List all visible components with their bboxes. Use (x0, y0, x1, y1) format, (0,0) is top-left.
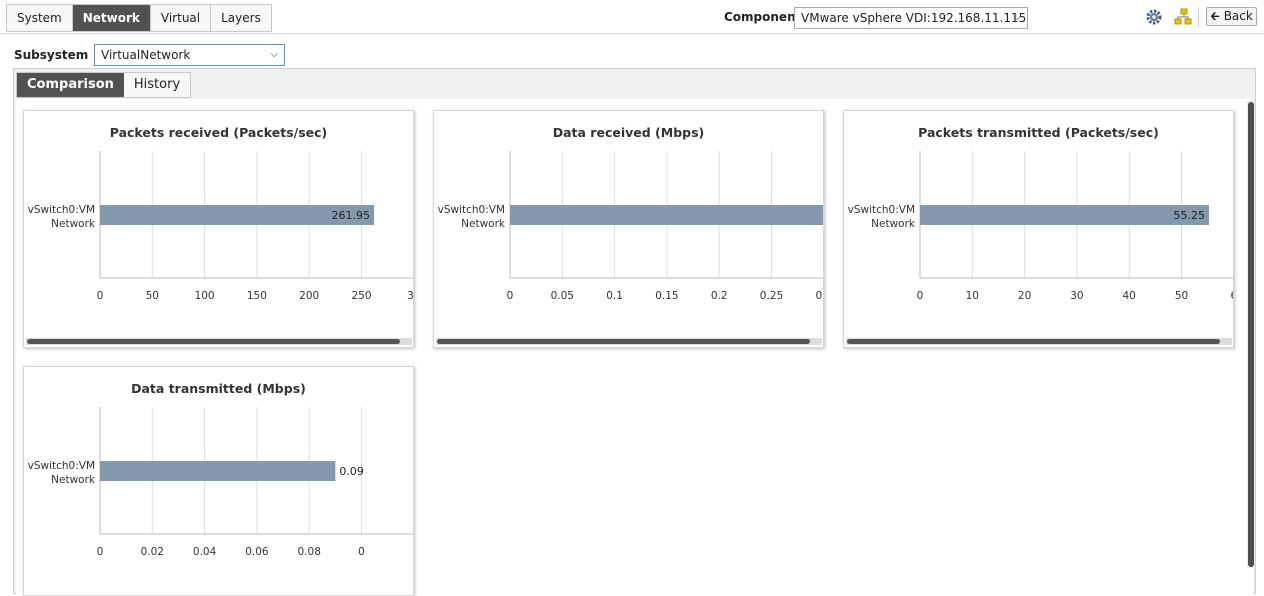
component-label: Component (724, 10, 802, 24)
tab-virtual[interactable]: Virtual (150, 5, 212, 31)
x-tick-label: 0.2 (711, 290, 728, 302)
x-tick-label: 0.3 (815, 290, 824, 302)
tab-history[interactable]: History (123, 73, 191, 97)
x-tick-label: 0.06 (245, 546, 269, 558)
back-arrow-icon: 🡰 (1210, 9, 1220, 23)
x-tick-label: 0.15 (655, 290, 678, 302)
subsystem-select-value: VirtualNetwork (101, 48, 191, 62)
x-tick-label: 50 (146, 290, 159, 302)
horizontal-scrollbar[interactable] (26, 338, 412, 345)
component-select-value: VMware vSphere VDI:192.168.11.115 (801, 11, 1027, 25)
gear-icon[interactable] (1146, 9, 1162, 25)
chart-data-received: 00.050.10.150.20.250.30.vSwitch0:VMNetwo… (438, 151, 824, 302)
x-tick-label: 0.04 (193, 546, 217, 558)
view-tabs: Comparison History (16, 72, 192, 98)
bar[interactable] (100, 205, 374, 225)
x-tick-label: 10 (966, 290, 979, 302)
x-tick-label: 0 (97, 546, 104, 558)
chevron-down-icon: ⌵ (270, 49, 278, 60)
x-tick-label: 100 (195, 290, 215, 302)
data-label: 261.95 (331, 209, 370, 222)
data-label: 0.09 (339, 465, 364, 478)
tab-network[interactable]: Network (72, 5, 151, 31)
component-select[interactable]: VMware vSphere VDI:192.168.11.115 ⌵ (794, 7, 1028, 29)
vertical-scrollbar-thumb[interactable] (1248, 102, 1254, 567)
x-tick-label: 0 (97, 290, 104, 302)
x-tick-label: 150 (247, 290, 267, 302)
data-label: 55.25 (1173, 209, 1205, 222)
chart-card-packets-received: Packets received (Packets/sec) 0 50 100 150… (23, 110, 414, 348)
back-button[interactable]: 🡰 Back (1206, 7, 1257, 26)
x-tick-label: 50 (1175, 290, 1188, 302)
scrollbar-thumb[interactable] (27, 339, 400, 344)
back-button-label: Back (1223, 9, 1253, 23)
chart-data-transmitted: 0 0.02 0.04 0.06 0.08 0 vSwitch0:VM Network 0.09 (28, 407, 413, 558)
tab-layers[interactable]: Layers (211, 5, 271, 31)
x-tick-label: 30 (1070, 290, 1083, 302)
bar[interactable] (100, 461, 336, 481)
x-tick-label: 20 (1018, 290, 1031, 302)
bar[interactable] (510, 205, 824, 225)
tab-system[interactable]: System (7, 5, 73, 31)
chevron-down-icon: ⌵ (1013, 12, 1021, 23)
x-tick-label: 30 (407, 290, 414, 302)
category-label: vSwitch0:VM Network (438, 204, 506, 230)
chart-card-packets-transmitted: Packets transmitted (Packets/sec) 0 10 20 3… (843, 110, 1234, 348)
category-label: vSwitch0:VM Network (28, 460, 96, 486)
tab-comparison[interactable]: Comparison (17, 73, 124, 97)
x-tick-label: 0.25 (760, 290, 783, 302)
chart-title: Packets received (Packets/sec) (109, 125, 328, 140)
chart-title: Data received (Mbps) (552, 125, 705, 140)
x-tick-label: 0.08 (298, 546, 321, 558)
x-tick-label: 200 (299, 290, 319, 302)
chart-card-data-transmitted: Data transmitted (Mbps) 0 0.02 0.04 0.06 0.0… (23, 366, 414, 596)
x-tick-label: 6 (1230, 290, 1234, 302)
x-tick-label: 40 (1123, 290, 1136, 302)
scrollbar-thumb[interactable] (847, 339, 1220, 344)
category-label: vSwitch0:VM Network (848, 204, 916, 230)
toolbar-divider (1198, 7, 1199, 27)
topology-icon[interactable] (1174, 8, 1192, 26)
x-tick-label: 0 (358, 546, 365, 558)
bar[interactable] (920, 205, 1209, 225)
x-tick-label: 0.1 (606, 290, 623, 302)
horizontal-scrollbar[interactable] (846, 338, 1232, 345)
chart-title: Data transmitted (Mbps) (131, 381, 306, 396)
x-tick-label: 250 (351, 290, 371, 302)
horizontal-scrollbar[interactable] (436, 338, 822, 345)
x-tick-label: 0.05 (551, 290, 574, 302)
top-toolbar: System Network Virtual Layers Component … (0, 0, 1264, 34)
x-tick-label: 0.02 (141, 546, 164, 558)
top-tabs: System Network Virtual Layers (6, 4, 272, 32)
chart-title: Packets transmitted (Packets/sec) (918, 125, 1159, 140)
chart-card-data-received: Data received (Mbps) 0 0.05 0.1 0.15 0.2 0.25… (433, 110, 824, 348)
x-tick-label: 0 (917, 290, 924, 302)
x-tick-label: 0 (507, 290, 514, 302)
scrollbar-thumb[interactable] (437, 339, 810, 344)
category-label: vSwitch0:VM Network (28, 204, 96, 230)
subsystem-label: Subsystem (14, 48, 89, 62)
subsystem-select[interactable]: VirtualNetwork ⌵ (94, 44, 285, 66)
